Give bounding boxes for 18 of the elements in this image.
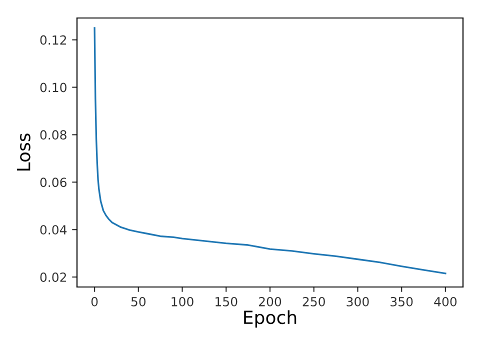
x-tick-label: 200: [258, 296, 282, 306]
y-tick-label: 0.12: [40, 35, 66, 45]
y-tick-label: 0.04: [40, 225, 67, 235]
y-tick-label: 0.10: [40, 82, 66, 92]
y-tick-label: 0.06: [40, 178, 66, 188]
y-tick-label: 0.02: [40, 272, 66, 282]
x-axis-title: Epoch: [244, 310, 296, 328]
y-tick-label: 0.08: [40, 130, 66, 140]
x-tick-label: 100: [172, 296, 194, 306]
x-tick-label: 0: [91, 296, 98, 306]
x-tick-label: 150: [216, 296, 238, 306]
x-tick-label: 400: [434, 296, 457, 306]
x-tick-label: 250: [302, 296, 325, 306]
x-tick-label: 350: [390, 296, 413, 306]
y-axis-title: Loss: [16, 134, 30, 171]
x-tick-label: 50: [131, 296, 146, 306]
x-tick-label: 300: [346, 296, 369, 306]
line-series: [94, 27, 446, 274]
